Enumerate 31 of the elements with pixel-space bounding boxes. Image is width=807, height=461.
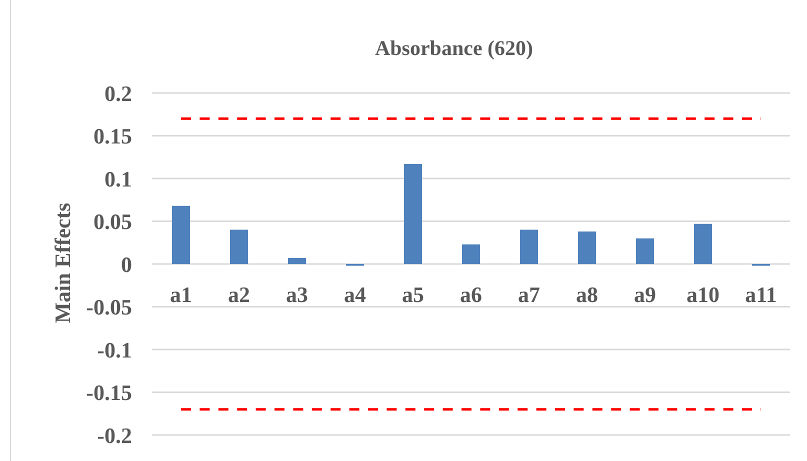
x-tick-label: a11 (745, 282, 777, 307)
x-tick-label: a4 (344, 282, 366, 307)
bar (462, 244, 480, 264)
bar (694, 224, 712, 264)
bar (520, 230, 538, 264)
x-tick-label: a1 (170, 282, 192, 307)
y-tick-label: -0.1 (97, 337, 132, 362)
y-tick-label: -0.15 (86, 380, 132, 406)
bar (172, 206, 190, 264)
y-tick-label: 0.15 (94, 124, 132, 149)
x-tick-label: a7 (518, 282, 540, 307)
bar (636, 238, 654, 264)
y-tick-label: -0.2 (97, 422, 132, 448)
x-tick-label: a10 (686, 282, 720, 307)
chart-title: Absorbance (620) (374, 36, 534, 60)
x-tick-label: a3 (286, 282, 308, 307)
y-axis-title: Main Effects (50, 202, 75, 324)
bar (230, 230, 248, 264)
bar (288, 258, 306, 264)
x-tick-label: a9 (634, 282, 656, 307)
bar (578, 232, 596, 264)
y-tick-label: -0.05 (86, 294, 132, 320)
x-tick-label: a2 (228, 282, 250, 307)
y-tick-label: 0 (121, 252, 132, 277)
y-tick-label: 0.05 (94, 209, 132, 234)
x-tick-label: a5 (402, 282, 424, 307)
x-tick-label: a6 (460, 282, 482, 307)
y-tick-label: 0.2 (104, 80, 132, 106)
x-tick-label: a8 (576, 282, 598, 307)
y-tick-label: 0.1 (104, 166, 132, 192)
bar (404, 164, 422, 264)
